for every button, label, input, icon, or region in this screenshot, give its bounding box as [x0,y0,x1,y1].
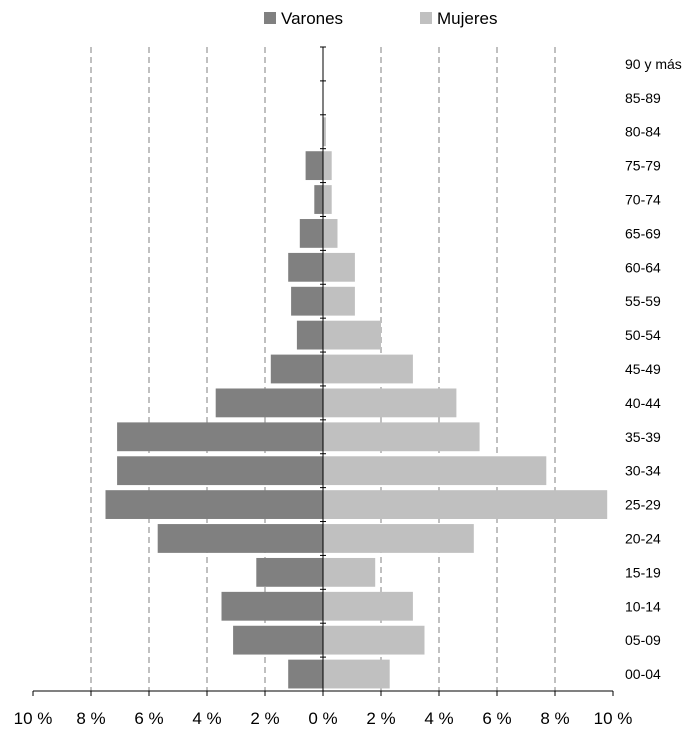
bar-varones-50-54 [296,320,323,350]
bar-mujeres-60-64 [323,252,355,282]
x-tick-label: 8 % [540,709,569,728]
bar-varones-30-34 [117,456,323,486]
axes [32,46,614,696]
bar-varones-40-44 [215,388,323,418]
bar-varones-10-14 [221,591,323,621]
legend-swatch-varones [264,12,276,24]
age-label-40-44: 40-44 [625,395,661,411]
bar-mujeres-35-39 [323,422,480,452]
age-label-65-69: 65-69 [625,225,661,241]
bar-mujeres-05-09 [323,625,425,655]
legend: Varones Mujeres [264,9,497,28]
mujeres-bars [323,117,608,689]
bar-varones-25-29 [105,490,323,519]
age-label-00-04: 00-04 [625,666,661,682]
age-label-45-49: 45-49 [625,361,661,377]
age-group-labels: 90 y más 85-89 80-84 75-79 70-74 65-69 60-64 55… [625,56,682,682]
bar-varones-45-49 [270,354,323,384]
bar-mujeres-75-79 [323,151,332,181]
x-tick-label: 4 % [424,709,453,728]
age-label-55-59: 55-59 [625,293,661,309]
legend-swatch-mujeres [420,12,432,24]
bar-mujeres-50-54 [323,320,381,350]
age-label-05-09: 05-09 [625,632,661,648]
bar-mujeres-55-59 [323,286,355,316]
bar-mujeres-00-04 [323,659,390,689]
age-label-75-79: 75-79 [625,158,661,174]
bar-mujeres-80-84 [323,117,326,147]
bar-varones-35-39 [117,422,323,452]
bar-mujeres-15-19 [323,557,376,587]
age-label-10-14: 10-14 [625,598,661,614]
age-label-85-89: 85-89 [625,90,661,106]
age-label-70-74: 70-74 [625,192,661,208]
x-tick-label: 8 % [76,709,105,728]
legend-label-mujeres: Mujeres [437,9,497,28]
x-tick-label: 10 % [594,709,633,728]
legend-label-varones: Varones [281,9,343,28]
age-label-80-84: 80-84 [625,124,661,140]
bar-mujeres-20-24 [323,524,474,553]
bar-mujeres-70-74 [323,185,332,214]
bar-varones-60-64 [288,252,323,282]
bar-varones-00-04 [288,659,323,689]
bar-mujeres-65-69 [323,219,338,248]
x-tick-label: 4 % [192,709,221,728]
age-label-25-29: 25-29 [625,497,661,513]
bar-varones-75-79 [305,151,323,181]
bar-varones-20-24 [157,524,323,553]
bar-varones-65-69 [299,219,323,248]
bar-varones-05-09 [233,625,323,655]
bar-mujeres-40-44 [323,388,457,418]
age-label-90-y-más: 90 y más [625,56,682,72]
x-tick-label: 0 % [308,709,337,728]
bar-varones-55-59 [291,286,323,316]
x-tick-label: 6 % [482,709,511,728]
bar-varones-15-19 [256,557,323,587]
age-label-20-24: 20-24 [625,530,661,546]
bar-mujeres-25-29 [323,490,608,519]
bar-mujeres-10-14 [323,591,413,621]
x-tick-label: 2 % [366,709,395,728]
bar-mujeres-45-49 [323,354,413,384]
x-tick-labels: 10 % 8 % 6 % 4 % 2 % 0 % 2 % 4 % 6 % 8 % 10 % [14,709,633,728]
age-label-35-39: 35-39 [625,429,661,445]
bar-mujeres-30-34 [323,456,547,486]
age-label-60-64: 60-64 [625,259,661,275]
age-label-15-19: 15-19 [625,564,661,580]
x-tick-label: 2 % [250,709,279,728]
x-tick-label: 10 % [14,709,53,728]
x-tick-label: 6 % [134,709,163,728]
age-label-30-34: 30-34 [625,463,661,479]
age-label-50-54: 50-54 [625,327,661,343]
varones-bars [105,151,323,689]
bar-varones-70-74 [314,185,323,214]
